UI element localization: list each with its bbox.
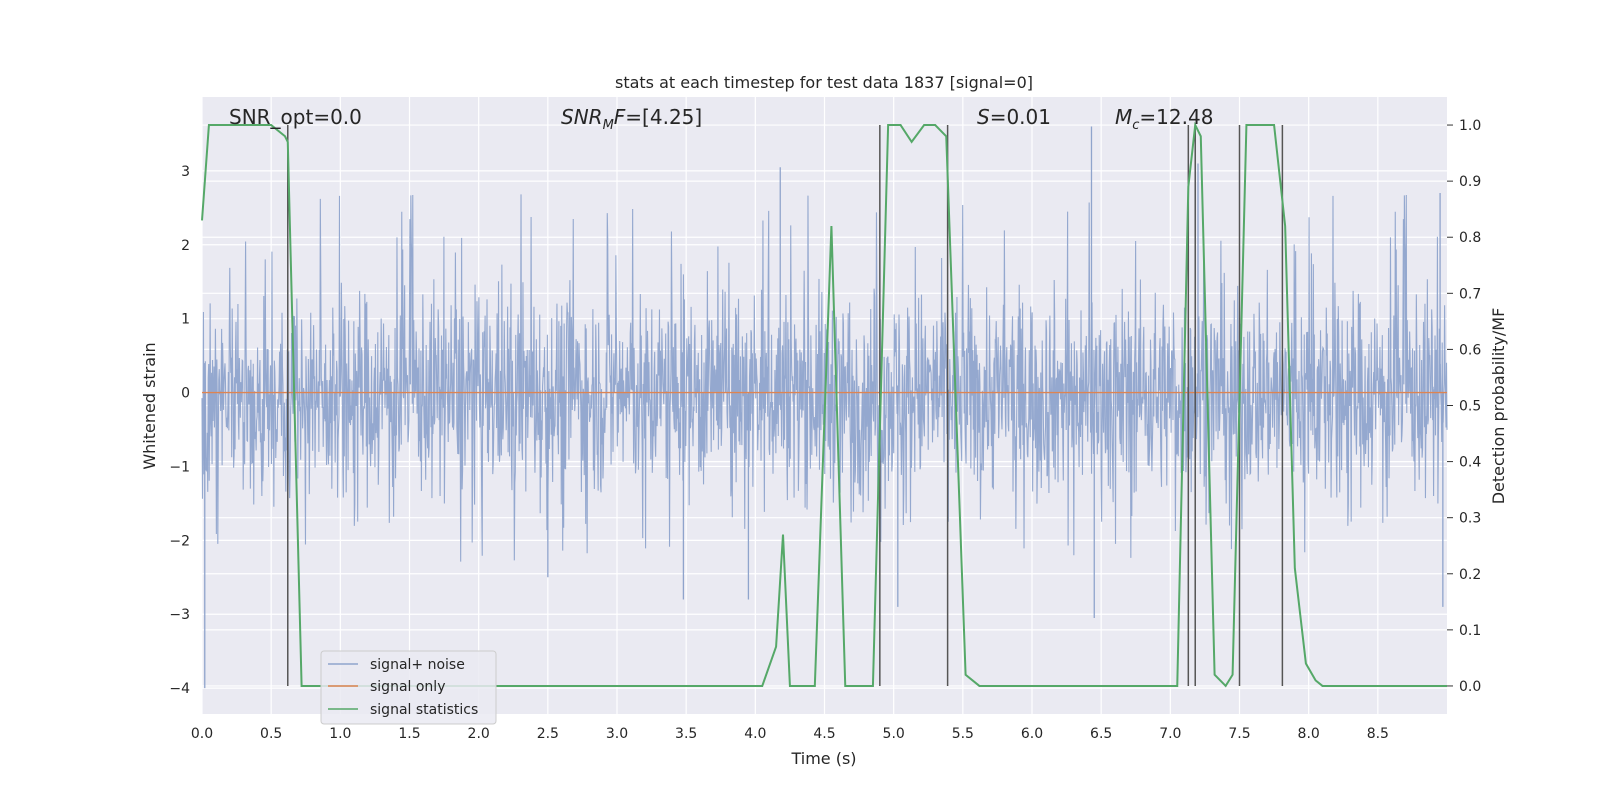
y-right-tick-label: 0.2 bbox=[1459, 567, 1481, 583]
x-tick-label: 6.5 bbox=[1090, 726, 1112, 742]
y-axis-right-label: Detection probability/MF bbox=[1489, 308, 1508, 505]
x-tick-label: 5.0 bbox=[883, 726, 905, 742]
x-tick-label: 0.0 bbox=[191, 726, 213, 742]
y-right-tick-label: 0.8 bbox=[1459, 230, 1481, 246]
x-tick-label: 2.0 bbox=[468, 726, 490, 742]
y-tick-label: −4 bbox=[169, 681, 190, 697]
y-tick-label: 0 bbox=[181, 386, 190, 402]
y-tick-label: 1 bbox=[181, 312, 190, 328]
annotation-snr-mf: SNRMF=[4.25] bbox=[561, 105, 702, 133]
x-tick-label: 4.5 bbox=[813, 726, 835, 742]
y-right-tick-label: 0.7 bbox=[1459, 286, 1481, 302]
y-right-tick-label: 0.6 bbox=[1459, 342, 1481, 358]
x-tick-label: 5.5 bbox=[952, 726, 974, 742]
legend-signal-label: signal only bbox=[370, 679, 445, 695]
x-tick-label: 0.5 bbox=[260, 726, 282, 742]
x-tick-label: 2.5 bbox=[537, 726, 559, 742]
annotation-snr-opt: SNR_opt=0.0 bbox=[229, 105, 362, 129]
x-tick-label: 3.5 bbox=[675, 726, 697, 742]
legend: signal+ noise signal only signal statist… bbox=[320, 650, 497, 725]
y-right-tick-label: 0.4 bbox=[1459, 455, 1481, 471]
y-tick-label: −3 bbox=[169, 607, 190, 623]
annotation-mc-value: =12.48 bbox=[1139, 105, 1213, 129]
annotation-snr-mf-value: =[4.25] bbox=[625, 105, 702, 129]
y-right-tick-label: 0.3 bbox=[1459, 511, 1481, 527]
legend-box bbox=[320, 650, 497, 725]
signal-statistics-series bbox=[201, 121, 1447, 688]
x-tick-label: 7.5 bbox=[1228, 726, 1250, 742]
y-right-tick-label: 0.9 bbox=[1459, 174, 1481, 190]
annotation-s: S=0.01 bbox=[977, 105, 1051, 129]
annotation-mc: Mc=12.48 bbox=[1115, 105, 1213, 133]
x-tick-label: 4.0 bbox=[744, 726, 766, 742]
y-tick-label: −2 bbox=[169, 533, 190, 549]
y-tick-label: 2 bbox=[181, 238, 190, 254]
annotation-s-value: =0.01 bbox=[990, 105, 1051, 129]
y-right-tick-label: 0.1 bbox=[1459, 623, 1481, 639]
y-tick-label: −1 bbox=[169, 459, 190, 475]
chart-title: stats at each timestep for test data 183… bbox=[615, 73, 1033, 92]
signal-statistics-line bbox=[201, 121, 1447, 688]
x-tick-label: 8.5 bbox=[1367, 726, 1389, 742]
x-tick-label: 3.0 bbox=[606, 726, 628, 742]
x-tick-label: 7.0 bbox=[1159, 726, 1181, 742]
y-tick-label: 3 bbox=[181, 164, 190, 180]
y-axis-label: Whitened strain bbox=[140, 342, 159, 469]
x-tick-label: 6.0 bbox=[1021, 726, 1043, 742]
y-right-tick-label: 1.0 bbox=[1459, 118, 1481, 134]
x-tick-label: 8.0 bbox=[1298, 726, 1320, 742]
y-right-tick-label: 0.5 bbox=[1459, 399, 1481, 415]
x-tick-label: 1.0 bbox=[329, 726, 351, 742]
legend-stats-label: signal statistics bbox=[370, 702, 478, 718]
x-tick-label: 1.5 bbox=[398, 726, 420, 742]
legend-noise-label: signal+ noise bbox=[370, 657, 465, 673]
y-right-tick-label: 0.0 bbox=[1459, 679, 1481, 695]
x-axis-label: Time (s) bbox=[790, 749, 856, 768]
axis-ticks: 0.0 0.5 1.0 1.5 2.0 2.5 3.0 3.5 4.0 4.5 5.0 5.5 6.0 6… bbox=[169, 118, 1481, 742]
